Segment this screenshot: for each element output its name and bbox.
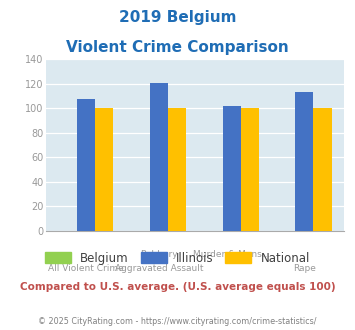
Bar bbox=[77, 99, 95, 231]
Text: All Violent Crime: All Violent Crime bbox=[48, 264, 124, 273]
Text: Aggravated Assault: Aggravated Assault bbox=[115, 264, 203, 273]
Text: Rape: Rape bbox=[293, 264, 316, 273]
Text: Murder & Mans...: Murder & Mans... bbox=[193, 250, 270, 259]
Bar bbox=[241, 109, 259, 231]
Text: © 2025 CityRating.com - https://www.cityrating.com/crime-statistics/: © 2025 CityRating.com - https://www.city… bbox=[38, 317, 317, 326]
Bar bbox=[168, 109, 186, 231]
Text: Compared to U.S. average. (U.S. average equals 100): Compared to U.S. average. (U.S. average … bbox=[20, 282, 335, 292]
Text: Robbery: Robbery bbox=[140, 250, 178, 259]
Legend: Belgium, Illinois, National: Belgium, Illinois, National bbox=[40, 247, 315, 269]
Bar bbox=[95, 109, 114, 231]
Bar bbox=[223, 106, 241, 231]
Text: Violent Crime Comparison: Violent Crime Comparison bbox=[66, 40, 289, 54]
Text: 2019 Belgium: 2019 Belgium bbox=[119, 10, 236, 25]
Bar bbox=[313, 109, 332, 231]
Bar bbox=[295, 92, 313, 231]
Bar bbox=[150, 83, 168, 231]
